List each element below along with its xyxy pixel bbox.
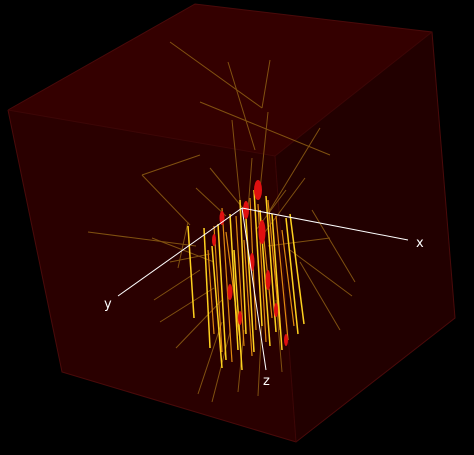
z-axis-label: z bbox=[263, 374, 270, 389]
box-front-vertical-edge bbox=[274, 155, 297, 443]
box-right-face bbox=[275, 32, 455, 442]
box-front-face bbox=[8, 110, 296, 442]
z-axis-line bbox=[241, 207, 267, 371]
bounding-box bbox=[7, 3, 456, 443]
x-axis-label: x bbox=[416, 236, 424, 251]
box-top-face bbox=[8, 4, 432, 156]
x-axis-line bbox=[241, 207, 409, 241]
coordinate-axes bbox=[117, 207, 409, 371]
y-axis-line bbox=[117, 207, 243, 297]
y-axis-label: y bbox=[104, 297, 112, 312]
box-edges bbox=[7, 3, 456, 443]
